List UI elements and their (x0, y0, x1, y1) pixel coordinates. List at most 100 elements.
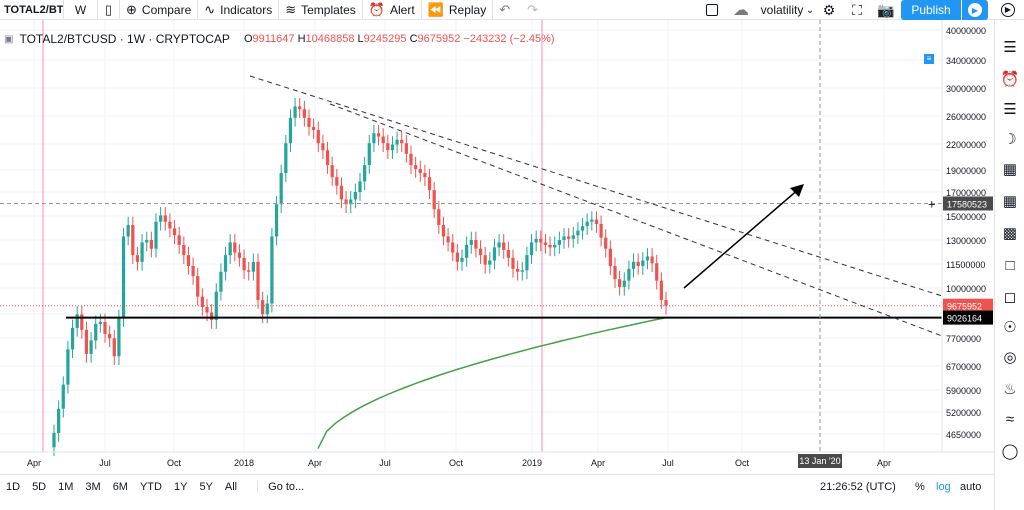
candle-body (117, 318, 121, 357)
candle-body (395, 139, 399, 145)
candle-body (335, 177, 339, 186)
price-tick-label: 34000000 (946, 56, 986, 66)
undo-button[interactable]: ↶ (493, 0, 521, 20)
data-window-icon[interactable]: ☰ (1003, 101, 1017, 118)
time-tick-label: Jul (379, 458, 391, 468)
candle-body (390, 144, 395, 151)
order-panel-icon[interactable]: ◻ (1003, 289, 1017, 306)
price-axis[interactable]: 40000000 34000000 30000000 26000000 22000000… (941, 20, 993, 452)
publish-button[interactable]: Publish (901, 0, 961, 20)
candle-body (196, 276, 200, 297)
percent-scale-toggle[interactable]: % (915, 480, 925, 493)
replay-button[interactable]: ⏪ Replay (422, 0, 494, 20)
hotlist-moon-icon[interactable]: ☽ (1003, 131, 1017, 148)
candle-body (325, 150, 330, 166)
fullscreen-icon[interactable]: ⛶ (852, 1, 862, 18)
symbol-search[interactable]: TOTAL2/BT‹ (0, 0, 64, 20)
candle-body (404, 143, 408, 154)
chart-background (0, 20, 994, 474)
layout-dropdown-chevron-icon[interactable]: ⌄ (805, 4, 815, 16)
price-chart[interactable]: + 40000000 34000000 30000000 26000000 220000… (0, 20, 994, 474)
candle-body (418, 169, 422, 174)
time-tick-label: Jul (99, 458, 111, 468)
compare-square-icon[interactable]: ≡ (924, 54, 934, 64)
time-tick-label: Oct (449, 458, 464, 468)
candle-body (414, 165, 418, 170)
candle-body (585, 221, 589, 227)
legend-close-label: C (409, 33, 418, 45)
ideas-bulb-icon[interactable]: ☉ (1003, 319, 1017, 336)
candle-body (539, 238, 543, 243)
camera-icon[interactable]: 📷 (877, 1, 895, 18)
range-1d[interactable]: 1D (6, 480, 21, 493)
help-circle-icon[interactable]: ◯ (1001, 443, 1019, 460)
candle-body (451, 242, 455, 253)
templates-button[interactable]: ≋ Templates (279, 0, 363, 20)
legend-low-value: 9245295 (363, 33, 407, 45)
undo-icon: ↶ (499, 1, 511, 17)
auto-scale-toggle[interactable]: auto (960, 480, 982, 493)
candle-body (223, 255, 228, 272)
candle-body (177, 235, 181, 245)
crosshair-plus-icon: + (928, 196, 936, 211)
goto-button[interactable]: Go to... (257, 480, 310, 493)
utc-clock[interactable]: 21:26:52 (UTC) (820, 480, 896, 493)
streams-zigzag-icon[interactable]: ≈ (1005, 410, 1015, 428)
price-tick-label: 11500000 (946, 260, 985, 270)
candle-body (567, 236, 571, 239)
candle-body (386, 143, 390, 151)
range-5d[interactable]: 5D (32, 480, 47, 493)
settings-gear-icon[interactable]: ⚙ (822, 1, 836, 18)
candle-body (423, 173, 427, 178)
time-tick-label: Jul (662, 458, 674, 468)
candle-body (627, 268, 631, 281)
candle-body (599, 223, 603, 238)
legend-collapse-icon[interactable]: ▣ (4, 33, 14, 45)
range-1y[interactable]: 1Y (173, 480, 188, 493)
range-ytd[interactable]: YTD (139, 480, 162, 493)
candle-body (353, 191, 357, 200)
alert-button[interactable]: ⏰ Alert (363, 0, 422, 20)
redo-icon: ↷ (527, 1, 539, 17)
redo-button[interactable]: ↷ (521, 0, 549, 20)
interval-label: W (74, 2, 87, 17)
range-all[interactable]: All (224, 480, 238, 493)
candle-body (553, 244, 557, 248)
signals-icon[interactable]: ◎ (1003, 349, 1017, 366)
indicators-button[interactable]: ∿ Indicators (198, 0, 280, 20)
candle-body (562, 236, 566, 241)
watchlist-circle-icon[interactable]: ▶ (996, 0, 1020, 20)
range-6m[interactable]: 6M (112, 480, 128, 493)
layout-name[interactable]: volatility (752, 0, 812, 20)
price-tick-label: 5200000 (946, 408, 981, 418)
ideas-stream-icon[interactable]: ▦ (1002, 193, 1018, 210)
messages-icon[interactable]: □ (1005, 256, 1015, 274)
calendar-icon[interactable]: ▦ (1002, 161, 1018, 178)
log-scale-toggle[interactable]: log (936, 480, 951, 493)
symbol-label: TOTAL2/BT‹ (4, 3, 64, 16)
candle-body (483, 255, 487, 265)
price-tick-label: 15000000 (946, 212, 986, 222)
candle-body (548, 244, 552, 248)
chart-legend: ▣ TOTAL2/BTCUSD · 1W · CRYPTOCAP O 991164… (4, 32, 555, 46)
chat-icon[interactable]: ▩ (1002, 225, 1018, 242)
interval-button[interactable]: W (64, 0, 98, 20)
range-3m[interactable]: 3M (85, 480, 101, 493)
range-5y[interactable]: 5Y (199, 480, 213, 493)
time-axis[interactable]: Apr Jul Oct 2018 Apr Jul Oct 2019 Apr Jul Oct 13 Ja… (0, 451, 994, 468)
compare-button[interactable]: ⊕ Compare (120, 0, 199, 20)
chart-type-button[interactable]: ▯ (98, 0, 120, 20)
alerts-clock-icon[interactable]: ⏰ (1000, 71, 1020, 88)
candle-body (57, 408, 61, 433)
range-1m[interactable]: 1M (58, 480, 74, 493)
legend-low-label: L (357, 33, 364, 45)
legend-open-value: 9911647 (252, 33, 295, 45)
notifications-bell-icon[interactable]: ♨ (1003, 381, 1017, 398)
candle-body (284, 143, 288, 174)
publish-video-button[interactable]: ▶ (962, 0, 988, 20)
watchlist-icon[interactable]: ☰ (1003, 39, 1017, 56)
fullscreen-toggle-square-icon[interactable] (704, 0, 720, 20)
price-tick-label: 6700000 (946, 362, 981, 372)
layout-cloud-icon[interactable]: ☁ (733, 2, 749, 19)
candle-body (265, 303, 269, 315)
